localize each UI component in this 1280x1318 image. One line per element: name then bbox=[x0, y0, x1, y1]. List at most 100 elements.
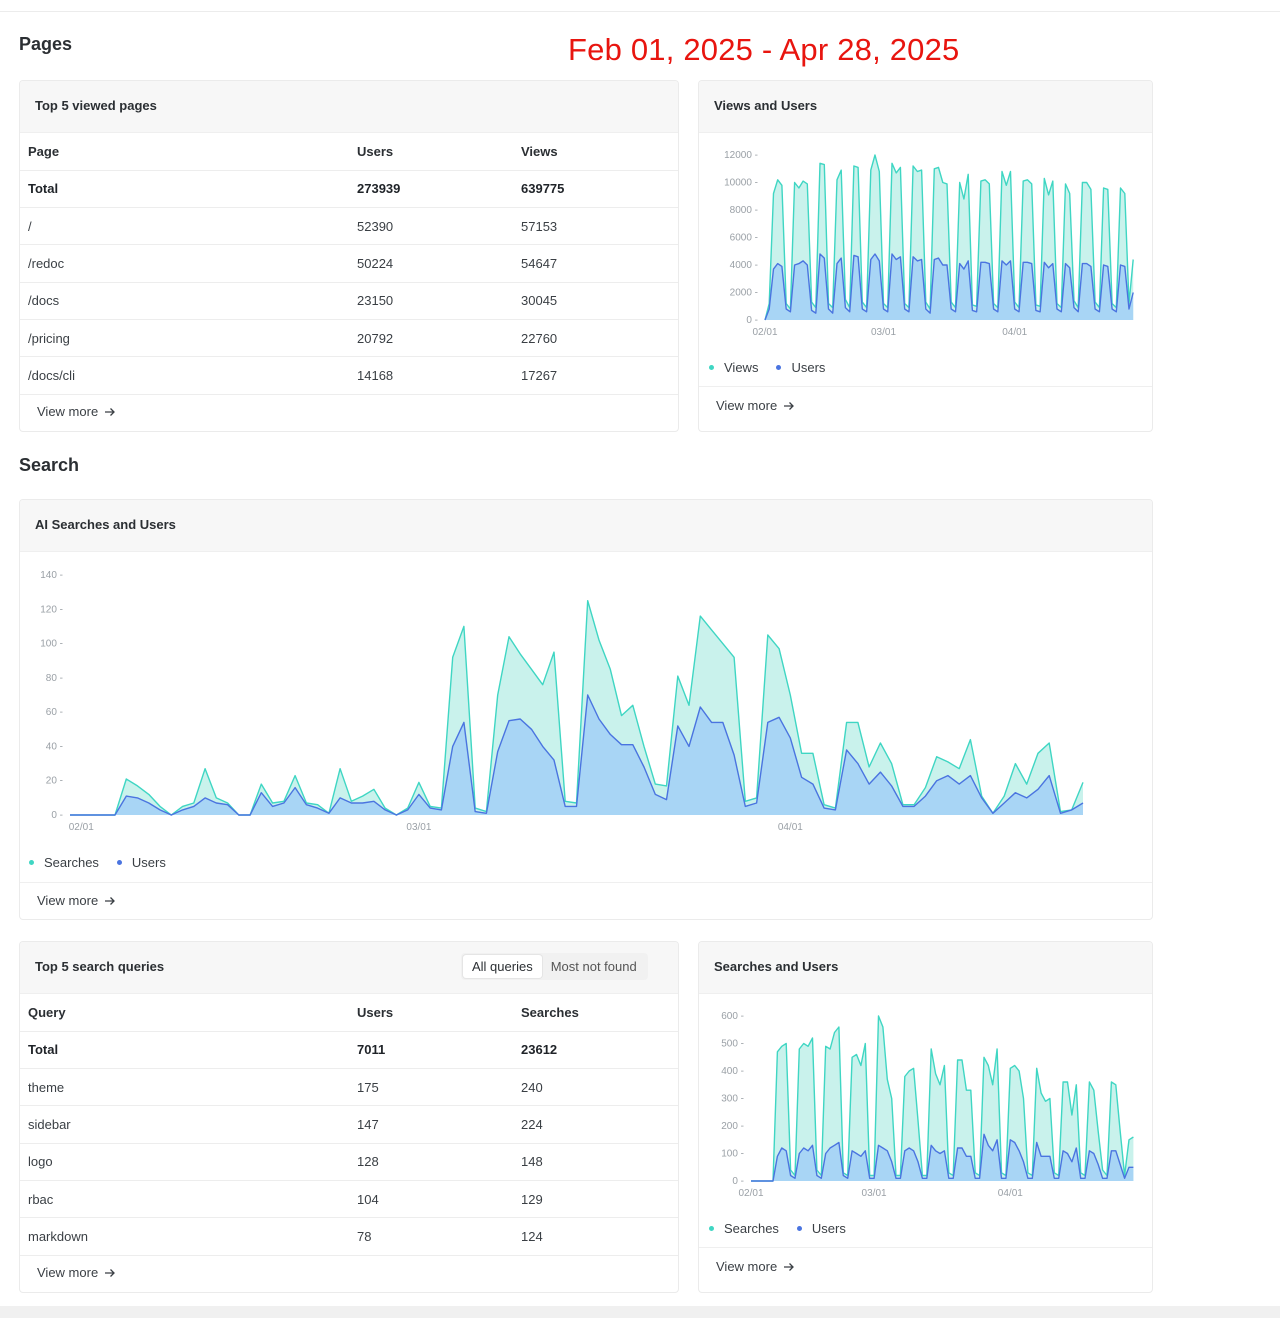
views-series-line bbox=[764, 154, 1134, 321]
y-tick-label: 100 - bbox=[40, 639, 63, 650]
total-searches: 23612 bbox=[513, 1031, 678, 1070]
legend-label: Users bbox=[811, 1221, 846, 1236]
views-users-card: Views and Users 0 - 2000 - 4000 - 6000 - 800… bbox=[698, 80, 1153, 432]
page-views: 54647 bbox=[513, 244, 678, 283]
x-tick-label: 02/01 bbox=[752, 327, 777, 338]
query-text[interactable]: sidebar bbox=[20, 1105, 349, 1144]
page-path[interactable]: /docs/cli bbox=[20, 356, 349, 395]
view-more-label[interactable]: View more bbox=[37, 404, 99, 419]
legend-item-users[interactable]: Users bbox=[776, 360, 825, 375]
total-row: Total 7011 23612 bbox=[20, 1031, 678, 1070]
card-divider bbox=[20, 882, 1152, 883]
y-tick-label: 120 - bbox=[40, 604, 63, 615]
y-tick-label: 0 - bbox=[746, 315, 758, 326]
table-row[interactable]: rbac 104 129 bbox=[20, 1180, 678, 1219]
query-searches: 240 bbox=[513, 1068, 678, 1107]
y-tick-label: 8000 - bbox=[730, 205, 758, 216]
search-section-title: Search bbox=[19, 455, 80, 475]
view-more-label[interactable]: View more bbox=[37, 1265, 99, 1280]
table-row[interactable]: theme 175 240 bbox=[20, 1068, 678, 1107]
y-tick-label: 100 - bbox=[721, 1149, 744, 1160]
views-users-chart[interactable]: 0 - 2000 - 4000 - 6000 - 8000 - 10000 - 12000 … bbox=[699, 133, 1153, 373]
y-tick-label: 6000 - bbox=[730, 233, 758, 244]
table-row[interactable]: /52390 57153 bbox=[20, 207, 678, 246]
y-tick-label: 20 - bbox=[46, 776, 63, 787]
page-views: 17267 bbox=[513, 356, 678, 395]
x-tick-label: 02/01 bbox=[738, 1188, 763, 1199]
query-searches: 148 bbox=[513, 1143, 678, 1181]
query-users: 104 bbox=[349, 1180, 513, 1219]
legend-dot bbox=[29, 860, 34, 865]
view-more-label[interactable]: View more bbox=[37, 893, 99, 908]
total-label: Total bbox=[20, 170, 349, 209]
view-more-label[interactable]: View more bbox=[716, 398, 778, 413]
column-header-query: Query bbox=[20, 994, 349, 1032]
arrow-right-icon bbox=[105, 896, 116, 905]
y-tick-label: 2000 - bbox=[730, 288, 758, 299]
legend-item-searches[interactable]: Searches bbox=[29, 855, 99, 870]
tab-all-queries[interactable]: All queries bbox=[463, 955, 542, 978]
query-text[interactable]: rbac bbox=[20, 1180, 349, 1219]
x-tick-label: 03/01 bbox=[406, 822, 431, 833]
ai-searches-card: AI Searches and Users 0 - 20 - 40 - 60 - 80 … bbox=[19, 499, 1153, 920]
view-more-link[interactable]: View more bbox=[37, 404, 116, 419]
top-pages-card: Top 5 viewed pages Page Users Views Tota… bbox=[19, 80, 679, 432]
searches-users-card: Searches and Users 0 - 100 - 200 - 300 - 400… bbox=[698, 941, 1153, 1293]
card-header: Top 5 viewed pages bbox=[20, 81, 678, 133]
legend-label: Users bbox=[791, 360, 826, 375]
table-row[interactable]: logo 128 148 bbox=[20, 1143, 678, 1181]
query-users: 128 bbox=[349, 1143, 513, 1181]
searches-users-chart[interactable]: 0 - 100 - 200 - 300 - 400 - 500 - 600 - 02/01 03… bbox=[699, 994, 1153, 1234]
view-more-link[interactable]: View more bbox=[37, 893, 116, 908]
bottom-band bbox=[0, 1306, 1280, 1318]
page-users: 50224 bbox=[349, 244, 513, 283]
card-title: Top 5 search queries bbox=[35, 959, 165, 974]
table-row[interactable]: markdown 78 124 bbox=[20, 1217, 678, 1256]
table-row[interactable]: /docs/cli 14168 17267 bbox=[20, 356, 678, 395]
page-path[interactable]: / bbox=[20, 207, 349, 246]
query-users: 78 bbox=[349, 1217, 513, 1256]
column-header-users: Users bbox=[349, 133, 513, 171]
view-more-link[interactable]: View more bbox=[716, 398, 795, 413]
legend-item-users[interactable]: Users bbox=[116, 855, 166, 870]
y-tick-label: 40 - bbox=[46, 741, 63, 752]
chart-legend: Views Users bbox=[709, 360, 825, 375]
x-tick-label: 03/01 bbox=[862, 1188, 887, 1199]
x-tick-label: 04/01 bbox=[998, 1188, 1023, 1199]
y-tick-label: 4000 - bbox=[730, 260, 758, 271]
users-series-line bbox=[764, 253, 1134, 321]
legend-item-users[interactable]: Users bbox=[796, 1221, 846, 1236]
query-text[interactable]: logo bbox=[20, 1143, 349, 1181]
page-users: 23150 bbox=[349, 282, 513, 320]
ai-searches-chart[interactable]: 0 - 20 - 40 - 60 - 80 - 100 - 120 - 140 - 02/01 0… bbox=[20, 552, 1153, 842]
query-text[interactable]: markdown bbox=[20, 1217, 349, 1256]
total-users: 273939 bbox=[349, 170, 513, 209]
chart-legend: Searches Users bbox=[709, 1221, 846, 1236]
card-title: Searches and Users bbox=[714, 959, 839, 974]
view-more-link[interactable]: View more bbox=[37, 1265, 116, 1280]
date-range-annotation: Feb 01, 2025 - Apr 28, 2025 bbox=[568, 32, 960, 67]
top-pages-table: Page Users Views Total 273939 639775 /52… bbox=[20, 133, 678, 395]
page-path[interactable]: /pricing bbox=[20, 319, 349, 358]
card-header: Views and Users bbox=[699, 81, 1152, 133]
legend-item-searches[interactable]: Searches bbox=[709, 1221, 779, 1236]
page-path[interactable]: /docs bbox=[20, 282, 349, 320]
page-path[interactable]: /redoc bbox=[20, 244, 349, 283]
legend-dot bbox=[776, 365, 782, 370]
table-row[interactable]: /docs 23150 30045 bbox=[20, 282, 678, 320]
table-row[interactable]: /redoc 50224 54647 bbox=[20, 244, 678, 283]
y-tick-label: 300 - bbox=[721, 1094, 744, 1105]
query-searches: 124 bbox=[513, 1217, 678, 1256]
table-row[interactable]: sidebar 147 224 bbox=[20, 1105, 678, 1144]
y-tick-label: 200 - bbox=[721, 1121, 744, 1132]
legend-item-views[interactable]: Views bbox=[709, 360, 758, 375]
page-users: 52390 bbox=[349, 207, 513, 246]
view-more-link[interactable]: View more bbox=[716, 1259, 795, 1274]
page-users: 20792 bbox=[349, 319, 513, 358]
legend-label: Searches bbox=[44, 855, 99, 870]
view-more-label[interactable]: View more bbox=[716, 1259, 778, 1274]
y-tick-label: 10000 - bbox=[724, 178, 758, 189]
table-row[interactable]: /pricing 20792 22760 bbox=[20, 319, 678, 358]
query-text[interactable]: theme bbox=[20, 1068, 349, 1107]
tab-most-not-found[interactable]: Most not found bbox=[550, 959, 637, 974]
